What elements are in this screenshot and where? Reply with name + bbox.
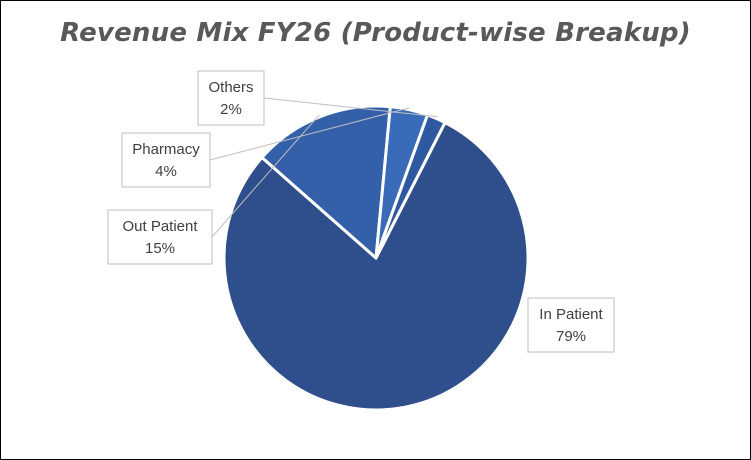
pie-slices xyxy=(222,104,530,412)
data-label-value: 15% xyxy=(145,240,175,257)
data-label-category: In Patient xyxy=(539,306,603,323)
data-label-in-patient: In Patient 79% xyxy=(527,297,615,353)
data-label-pharmacy: Pharmacy 4% xyxy=(121,107,410,188)
leader-line xyxy=(263,97,438,118)
data-label-others: Others 2% xyxy=(197,70,438,126)
data-label-box xyxy=(197,70,265,126)
data-label-out-patient: Out Patient 15% xyxy=(107,114,320,265)
data-label-category: Out Patient xyxy=(122,218,198,235)
pie-slice-others xyxy=(374,113,447,260)
data-label-value: 4% xyxy=(155,163,177,180)
data-label-value: 79% xyxy=(556,328,586,345)
chart-title: Revenue Mix FY26 (Product-wise Breakup) xyxy=(60,18,691,48)
data-label-box xyxy=(527,297,615,353)
pie-slice-in-patient xyxy=(222,121,530,412)
leader-line xyxy=(209,107,410,161)
data-label-box xyxy=(107,209,213,265)
data-label-category: Pharmacy xyxy=(132,141,200,158)
data-label-value: 2% xyxy=(220,101,242,118)
pie-labels: In Patient 79% Out Patient 15% Pharmacy 4% Oth… xyxy=(107,70,615,353)
data-label-box xyxy=(121,132,211,188)
data-label-category: Others xyxy=(208,79,253,96)
leader-line xyxy=(211,114,320,238)
